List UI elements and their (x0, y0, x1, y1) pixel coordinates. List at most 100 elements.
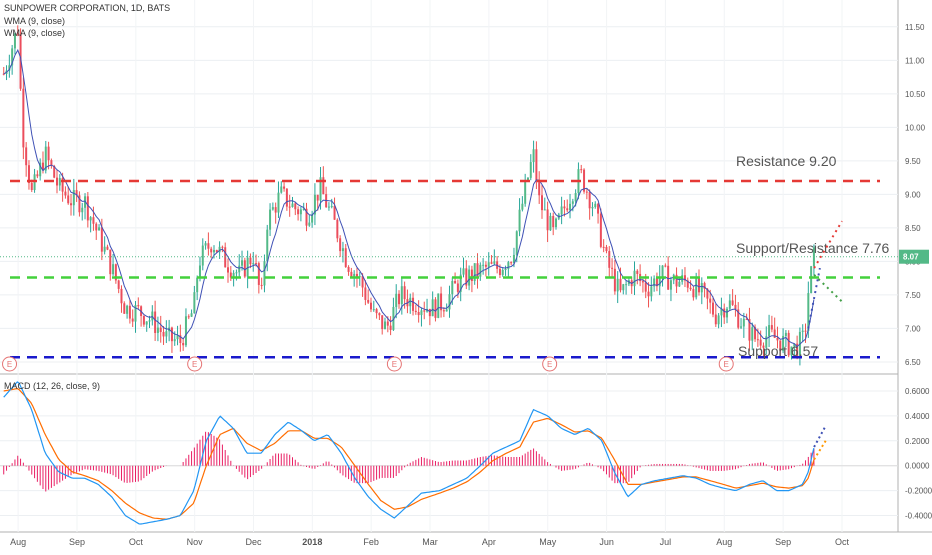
level-label: Resistance 9.20 (736, 153, 837, 169)
candle-body (655, 278, 658, 287)
candle-body (619, 278, 622, 291)
event-marker-label: E (392, 360, 397, 369)
candle-body (100, 227, 103, 252)
candle-body (53, 165, 56, 178)
candle-body (754, 327, 757, 340)
candle-body (409, 297, 412, 307)
candle-body (653, 278, 656, 287)
candle-body (44, 146, 47, 171)
x-tick-label: 2018 (302, 537, 322, 547)
macd-y-tick-label: 0.6000 (905, 387, 930, 396)
y-tick-label: 9.00 (905, 190, 921, 199)
candle-body (263, 261, 266, 286)
candle-body (540, 195, 543, 211)
candle-body (549, 215, 552, 231)
candle-body (442, 310, 445, 312)
candle-body (510, 262, 513, 264)
candle-body (196, 277, 199, 293)
candle-body (440, 293, 443, 311)
candle-body (58, 178, 61, 186)
candle-body (378, 313, 381, 316)
event-marker (718, 356, 734, 372)
candle-body (765, 336, 768, 348)
candle-body (173, 339, 176, 342)
candle-body (731, 300, 734, 305)
candle-body (218, 246, 221, 253)
y-tick-label: 9.50 (905, 157, 921, 166)
candle-body (678, 281, 681, 287)
candle-body (484, 264, 487, 267)
x-tick-label: Oct (835, 537, 850, 547)
candle-body (594, 203, 597, 207)
macd-histogram (3, 431, 815, 492)
candle-body (602, 246, 605, 248)
candle-body (369, 302, 372, 310)
candle-body (768, 325, 771, 337)
x-tick-label: Oct (129, 537, 144, 547)
candle-body (182, 343, 185, 346)
x-tick-label: Jul (660, 537, 672, 547)
candle-body (465, 268, 468, 286)
candle-body (583, 169, 586, 192)
candle-body (198, 265, 201, 278)
candle-body (313, 194, 316, 215)
candle-body (86, 196, 89, 221)
candle-body (67, 195, 70, 204)
candle-body (311, 214, 314, 223)
candle-body (512, 254, 515, 264)
candle-body (622, 284, 625, 291)
candle-body (72, 190, 75, 206)
candle-body (476, 263, 479, 277)
candle-body (2, 73, 5, 75)
candle-body (381, 315, 384, 330)
candle-body (165, 331, 168, 337)
candle-body (81, 207, 84, 213)
candle-body (103, 246, 106, 252)
candle-body (92, 217, 95, 224)
candle-body (207, 243, 210, 249)
y-tick-label: 10.00 (905, 123, 926, 132)
candle-body (563, 206, 566, 209)
candle-body (801, 330, 804, 332)
candle-body (367, 299, 370, 303)
candle-body (255, 263, 258, 265)
candle-body (22, 88, 25, 148)
candle-body (252, 263, 255, 265)
candle-body (257, 263, 260, 285)
y-tick-label: 7.00 (905, 324, 921, 333)
candle-body (243, 260, 246, 277)
candle-body (751, 327, 754, 341)
candle-body (784, 332, 787, 336)
candle-body (137, 305, 140, 307)
candle-body (560, 206, 563, 215)
macd-line (3, 381, 815, 525)
candle-body (134, 305, 137, 322)
candle-body (283, 186, 286, 189)
candle-body (712, 302, 715, 315)
candle-body (700, 283, 703, 293)
candle-body (36, 174, 39, 177)
macd-y-tick-label: -0.4000 (905, 512, 932, 521)
candle-body (487, 262, 490, 267)
candle-body (210, 248, 213, 253)
projection-line (813, 274, 843, 303)
candle-body (417, 312, 420, 316)
x-tick-label: May (539, 537, 557, 547)
candle-body (271, 207, 274, 210)
candle-body (8, 65, 11, 71)
candle-body (333, 206, 336, 220)
candle-body (599, 213, 602, 247)
candle-body (507, 262, 510, 269)
x-tick-label: Sep (775, 537, 791, 547)
macd-signal-line (3, 387, 815, 520)
x-tick-label: Nov (187, 537, 204, 547)
candle-body (695, 278, 698, 298)
candle-body (482, 264, 485, 266)
candle-body (779, 340, 782, 351)
candle-body (372, 309, 375, 311)
candle-body (109, 249, 112, 275)
x-tick-label: Sep (69, 537, 85, 547)
candle-body (518, 209, 521, 232)
candle-body (361, 276, 364, 288)
candle-body (644, 282, 647, 292)
